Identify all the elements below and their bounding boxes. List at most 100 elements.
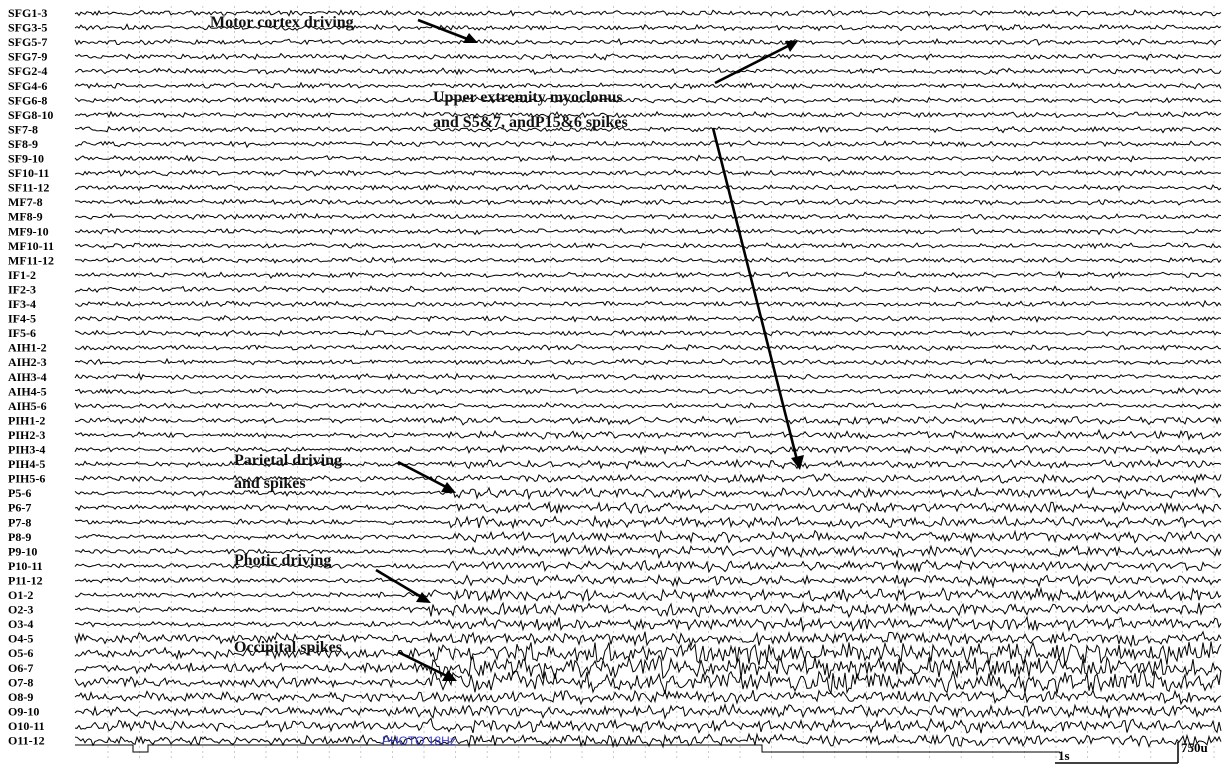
channel-label: MF8-9 bbox=[8, 210, 43, 224]
channel-label: PIH2-3 bbox=[8, 428, 45, 442]
parietal-annotation-line1: Parietal driving bbox=[234, 452, 342, 469]
eeg-trace bbox=[74, 125, 1222, 134]
eeg-trace bbox=[74, 38, 1222, 46]
channel-label: P7-8 bbox=[8, 515, 31, 529]
eeg-trace bbox=[74, 183, 1222, 192]
channel-label: IF4-5 bbox=[8, 312, 36, 326]
eeg-trace bbox=[74, 702, 1222, 720]
channel-label: AIH4-5 bbox=[8, 384, 47, 398]
channel-label: IF1-2 bbox=[8, 268, 36, 282]
eeg-trace bbox=[74, 212, 1222, 221]
channel-label: SFG2-4 bbox=[8, 64, 47, 78]
eeg-trace bbox=[74, 227, 1222, 236]
eeg-trace bbox=[74, 52, 1222, 61]
eeg-trace bbox=[74, 299, 1222, 308]
eeg-trace bbox=[74, 500, 1222, 515]
channel-label: SFG4-6 bbox=[8, 79, 47, 93]
eeg-trace bbox=[74, 544, 1222, 560]
channel-label: SFG3-5 bbox=[8, 21, 47, 35]
eeg-trace bbox=[74, 343, 1222, 352]
eeg-trace bbox=[74, 256, 1222, 264]
channel-label: PIH1-2 bbox=[8, 413, 45, 427]
motor-arrow-2 bbox=[714, 41, 798, 85]
parietal-arrow bbox=[397, 460, 456, 493]
eeg-trace bbox=[74, 458, 1222, 470]
eeg-trace bbox=[74, 473, 1222, 485]
eeg-trace bbox=[74, 23, 1222, 32]
eeg-trace bbox=[74, 415, 1222, 426]
channel-label: AIH1-2 bbox=[8, 341, 47, 355]
eeg-trace bbox=[75, 601, 1222, 619]
eeg-trace bbox=[74, 486, 1222, 501]
eeg-trace bbox=[74, 314, 1222, 324]
eeg-trace bbox=[74, 688, 1222, 706]
annotation-arrows bbox=[375, 18, 804, 681]
myoclonus-annotation-line2: and S5&7, andP15&6 spikes bbox=[433, 114, 628, 131]
channel-label: AIH3-4 bbox=[8, 370, 47, 384]
eeg-trace bbox=[74, 732, 1222, 749]
eeg-trace bbox=[74, 67, 1222, 76]
eeg-trace bbox=[74, 428, 1222, 441]
channel-label: MF11-12 bbox=[8, 253, 54, 267]
eeg-trace bbox=[74, 514, 1222, 530]
channel-label: P6-7 bbox=[8, 501, 31, 515]
channel-label: O6-7 bbox=[8, 661, 33, 675]
channel-label: P10-11 bbox=[8, 559, 43, 573]
eeg-trace bbox=[74, 529, 1222, 544]
channel-label: O1-2 bbox=[8, 588, 33, 602]
eeg-traces bbox=[74, 9, 1222, 749]
channel-label: O7-8 bbox=[8, 675, 33, 689]
channel-label: SFG7-9 bbox=[8, 50, 47, 64]
eeg-trace bbox=[74, 110, 1222, 119]
channel-label: AIH5-6 bbox=[8, 399, 47, 413]
motor-cortex-annotation: Motor cortex driving bbox=[210, 14, 354, 31]
scale-bar bbox=[1055, 742, 1179, 764]
channel-label: SF11-12 bbox=[8, 181, 49, 195]
eeg-trace bbox=[74, 630, 1222, 648]
eeg-trace bbox=[74, 387, 1222, 396]
channel-label: O2-3 bbox=[8, 603, 33, 617]
stimulus-marker-track bbox=[75, 744, 1060, 753]
eeg-trace bbox=[74, 717, 1222, 734]
parietal-annotation-line2: and spikes bbox=[234, 475, 306, 492]
channel-label: PIH5-6 bbox=[8, 472, 45, 486]
channel-label: SFG8-10 bbox=[8, 108, 53, 122]
amplitude-scale-label: 750u bbox=[1181, 740, 1208, 755]
occipital-arrow bbox=[397, 650, 457, 681]
channel-label: SFG1-3 bbox=[8, 6, 47, 20]
eeg-trace bbox=[74, 140, 1222, 149]
channel-label: MF10-11 bbox=[8, 239, 54, 253]
time-scale-label: 1s bbox=[1058, 748, 1070, 763]
occipital-annotation: Occipital spikes bbox=[234, 639, 342, 656]
photic-annotation: Photic driving bbox=[234, 552, 331, 569]
eeg-trace bbox=[74, 573, 1222, 589]
time-grid bbox=[107, 6, 1215, 760]
channel-label: IF5-6 bbox=[8, 326, 36, 340]
eeg-trace bbox=[74, 329, 1222, 338]
channel-label: MF7-8 bbox=[8, 195, 43, 209]
channel-label: SFG5-7 bbox=[8, 35, 47, 49]
channel-label: O11-12 bbox=[8, 734, 45, 748]
myoclonus-annotation-line1: Upper extremity myoclonus bbox=[433, 89, 623, 106]
channel-label: P9-10 bbox=[8, 544, 37, 558]
channel-label: PIH3-4 bbox=[8, 443, 45, 457]
eeg-trace bbox=[74, 81, 1222, 90]
channel-label: P8-9 bbox=[8, 530, 31, 544]
eeg-trace bbox=[74, 242, 1222, 250]
channel-label: AIH2-3 bbox=[8, 355, 47, 369]
eeg-trace bbox=[74, 654, 1222, 680]
motor-arrow bbox=[417, 18, 478, 43]
channel-label: SF8-9 bbox=[8, 137, 38, 151]
channel-label: IF2-3 bbox=[8, 282, 36, 296]
eeg-trace bbox=[74, 586, 1222, 604]
eeg-trace bbox=[74, 270, 1222, 280]
eeg-trace bbox=[74, 169, 1222, 177]
channel-label: MF9-10 bbox=[8, 224, 49, 238]
channel-label: O10-11 bbox=[8, 719, 45, 733]
channel-label: SF10-11 bbox=[8, 166, 49, 180]
photic-arrow bbox=[375, 568, 431, 603]
channel-label: O9-10 bbox=[8, 704, 39, 718]
eeg-trace bbox=[74, 641, 1222, 667]
